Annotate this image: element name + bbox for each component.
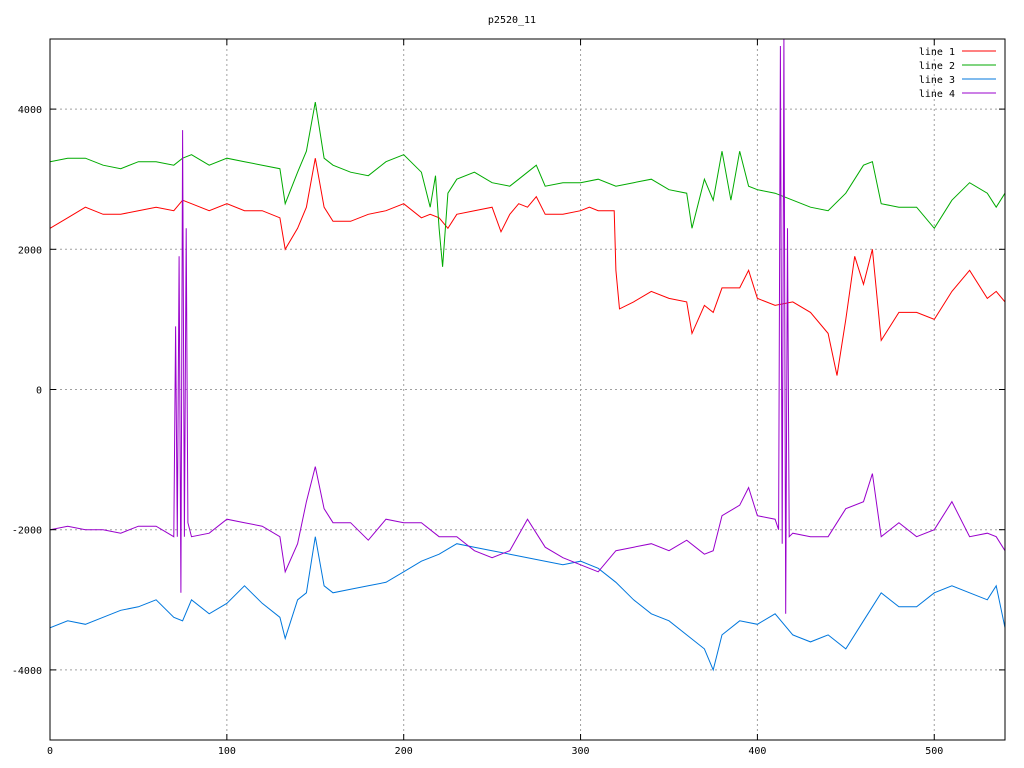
x-tick-label: 400 xyxy=(748,746,766,757)
series-layer xyxy=(50,39,1005,672)
chart-title: p2520_11 xyxy=(488,15,536,26)
x-tick-label: 0 xyxy=(47,746,53,757)
legend-label: line 1 xyxy=(919,47,955,58)
series-line-3 xyxy=(50,536,1005,672)
y-tick-label: 0 xyxy=(36,386,42,397)
series-line-1 xyxy=(50,158,1005,376)
legend-label: line 2 xyxy=(919,61,955,72)
axis-layer: 0 100 200 300 400 500 -4000 -2000 0 2000 4000 xyxy=(12,38,1006,757)
y-tick-label: -4000 xyxy=(12,666,42,677)
legend-label: line 3 xyxy=(919,75,955,86)
y-tick-label: 2000 xyxy=(18,245,42,256)
legend: line 1 line 2 line 3 line 4 xyxy=(919,47,996,100)
y-tick-label: 4000 xyxy=(18,105,42,116)
x-tick-label: 500 xyxy=(925,746,943,757)
series-line-2 xyxy=(50,102,1005,267)
legend-label: line 4 xyxy=(919,89,955,100)
x-tick-label: 100 xyxy=(218,746,236,757)
x-tick-label: 200 xyxy=(395,746,413,757)
y-tick-label: -2000 xyxy=(12,526,42,537)
grid-layer xyxy=(50,39,1005,740)
x-tick-label: 300 xyxy=(572,746,590,757)
series-line-4 xyxy=(50,39,1005,614)
